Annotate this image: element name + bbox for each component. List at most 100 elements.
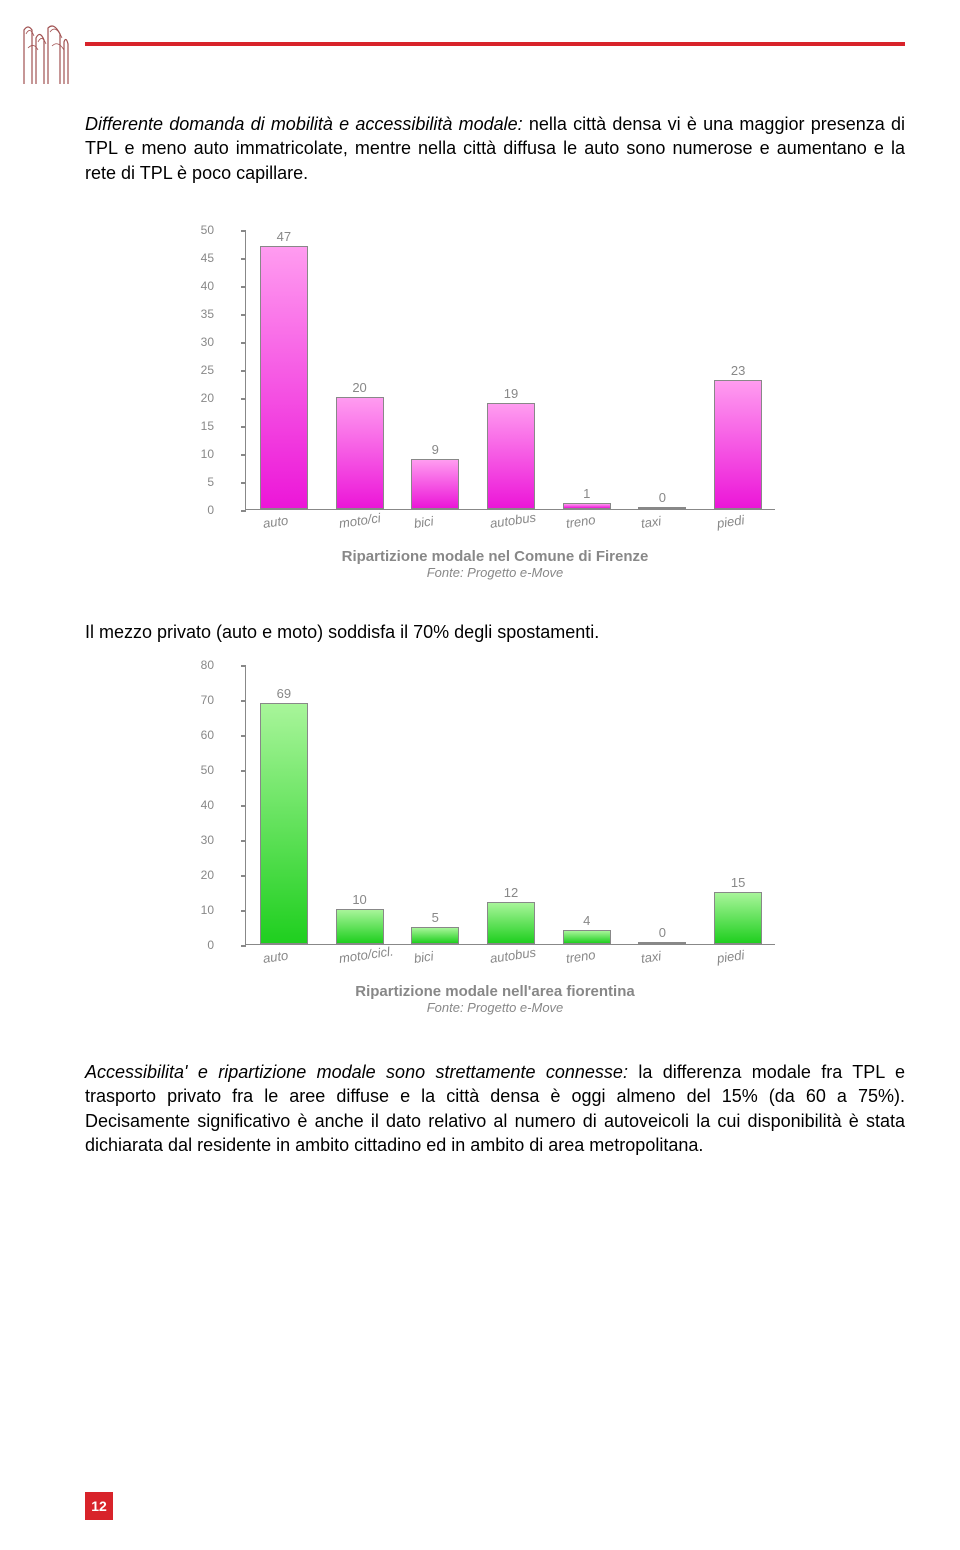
chart-firenze-bars: 47209191023	[246, 230, 775, 509]
bar: 15	[714, 892, 762, 945]
page-number: 12	[85, 1492, 113, 1520]
x-category-label: auto	[262, 948, 289, 966]
y-tick-mark	[241, 454, 246, 456]
bar: 9	[411, 459, 459, 509]
bar-value-label: 5	[432, 910, 439, 925]
y-tick-mark	[241, 482, 246, 484]
y-tick-label: 30	[188, 833, 214, 847]
chart-firenze-subtitle: Fonte: Progetto e-Move	[215, 565, 775, 580]
x-category-label: moto/ci	[338, 510, 382, 531]
bar-value-label: 47	[277, 229, 291, 244]
x-category-label: piedi	[716, 512, 745, 531]
y-tick-label: 25	[188, 363, 214, 377]
y-tick-mark	[241, 230, 246, 232]
y-tick-label: 10	[188, 903, 214, 917]
x-category-label: treno	[565, 512, 596, 531]
x-category-label: piedi	[716, 947, 745, 966]
logo-image	[20, 20, 72, 88]
y-tick-mark	[241, 258, 246, 260]
x-category-label: auto	[262, 513, 289, 531]
bar-value-label: 15	[731, 875, 745, 890]
bar: 0	[638, 507, 686, 509]
y-tick-mark	[241, 370, 246, 372]
x-category-label: bici	[413, 513, 434, 531]
y-tick-label: 40	[188, 279, 214, 293]
chart-area-plot: 01020304050607080 69105124015	[245, 665, 775, 945]
x-category-label: treno	[565, 947, 596, 966]
bar: 10	[336, 909, 384, 944]
x-category-label: autobus	[489, 510, 537, 531]
bar: 0	[638, 942, 686, 944]
y-tick-mark	[241, 735, 246, 737]
bar: 1	[563, 503, 611, 509]
bar: 4	[563, 930, 611, 944]
chart-area-fiorentina: 01020304050607080 69105124015 automoto/c…	[215, 665, 775, 1015]
y-tick-label: 70	[188, 693, 214, 707]
y-tick-label: 30	[188, 335, 214, 349]
bar-value-label: 19	[504, 386, 518, 401]
chart-area-xlabels: auto moto/cicl. bici autobus treno taxi piedi	[245, 945, 775, 975]
bar-value-label: 9	[432, 442, 439, 457]
x-category-label: taxi	[640, 948, 662, 966]
bar: 19	[487, 403, 535, 509]
bar: 12	[487, 902, 535, 944]
chart-firenze-xlabels: auto moto/ci bici autobus treno taxi piedi	[245, 510, 775, 540]
y-tick-mark	[241, 875, 246, 877]
y-tick-mark	[241, 805, 246, 807]
y-tick-label: 0	[188, 938, 214, 952]
header-rule	[85, 42, 905, 46]
bar-value-label: 10	[352, 892, 366, 907]
paragraph-intro-lead: Differente domanda di mobilità e accessi…	[85, 114, 523, 134]
y-tick-mark	[241, 398, 246, 400]
y-tick-label: 5	[188, 475, 214, 489]
y-tick-label: 10	[188, 447, 214, 461]
y-tick-mark	[241, 700, 246, 702]
x-category-label: autobus	[489, 945, 537, 966]
bar: 69	[260, 703, 308, 945]
x-category-label: moto/cicl.	[338, 943, 394, 965]
paragraph-conclusion-lead: Accessibilita' e ripartizione modale son…	[85, 1062, 628, 1082]
y-tick-label: 60	[188, 728, 214, 742]
y-tick-label: 80	[188, 658, 214, 672]
paragraph-intro: Differente domanda di mobilità e accessi…	[85, 112, 905, 185]
y-tick-mark	[241, 770, 246, 772]
bar: 20	[336, 397, 384, 509]
y-tick-mark	[241, 910, 246, 912]
y-tick-mark	[241, 840, 246, 842]
bar: 5	[411, 927, 459, 945]
bar-value-label: 69	[277, 686, 291, 701]
bar-value-label: 0	[659, 925, 666, 940]
chart-area-title: Ripartizione modale nell'area fiorentina	[215, 983, 775, 1000]
paragraph-conclusion: Accessibilita' e ripartizione modale son…	[85, 1060, 905, 1157]
bar-value-label: 1	[583, 486, 590, 501]
x-category-label: taxi	[640, 513, 662, 531]
chart-area-bars: 69 10 5 12 4 0 15	[246, 665, 775, 944]
y-tick-label: 15	[188, 419, 214, 433]
bar: 23	[714, 380, 762, 509]
y-tick-mark	[241, 665, 246, 667]
y-tick-mark	[241, 314, 246, 316]
y-tick-label: 20	[188, 391, 214, 405]
bar-value-label: 20	[352, 380, 366, 395]
y-tick-label: 45	[188, 251, 214, 265]
y-tick-label: 35	[188, 307, 214, 321]
y-tick-label: 20	[188, 868, 214, 882]
bar-value-label: 23	[731, 363, 745, 378]
chart-firenze-plot: 05101520253035404550 47209191023	[245, 230, 775, 510]
x-category-label: bici	[413, 948, 434, 966]
bar-value-label: 12	[504, 885, 518, 900]
y-tick-mark	[241, 342, 246, 344]
y-tick-label: 50	[188, 763, 214, 777]
y-tick-mark	[241, 426, 246, 428]
y-tick-mark	[241, 286, 246, 288]
bar-value-label: 0	[659, 490, 666, 505]
bar: 47	[260, 246, 308, 509]
chart-firenze-title: Ripartizione modale nel Comune di Firenz…	[215, 548, 775, 565]
y-tick-label: 0	[188, 503, 214, 517]
y-tick-label: 40	[188, 798, 214, 812]
y-tick-label: 50	[188, 223, 214, 237]
chart-area-subtitle: Fonte: Progetto e-Move	[215, 1000, 775, 1015]
bar-value-label: 4	[583, 913, 590, 928]
paragraph-middle: Il mezzo privato (auto e moto) soddisfa …	[85, 620, 905, 644]
chart-firenze: 05101520253035404550 47209191023 automot…	[215, 230, 775, 580]
